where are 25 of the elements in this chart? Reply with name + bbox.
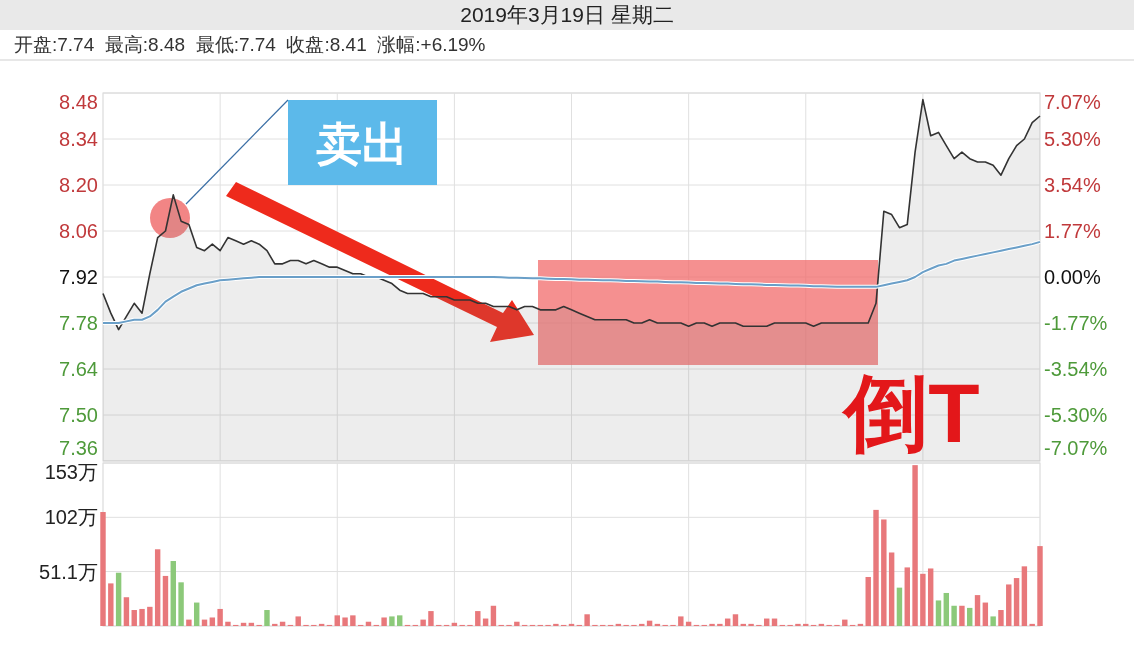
y-tick-label: 8.48 [59,91,98,113]
y2-tick-label: 3.54% [1044,173,1101,196]
annotation: 卖出 [316,118,408,170]
y2-tick-label: -5.30% [1044,403,1108,426]
y-tick-label: 8.06 [59,220,98,242]
y2-tick-label: -1.77% [1044,312,1108,335]
y-tick-label: 8.34 [59,128,98,150]
y-tick-label: 8.20 [59,174,98,196]
y-tick-label: 7.36 [59,437,98,459]
y-tick-label: 51.1万 [39,560,98,583]
y-tick-label: 7.78 [59,312,98,334]
chart-title: 2019年3月19日 星期二 [460,3,674,26]
annotation: 倒T [841,366,980,460]
y-tick-label: 7.50 [59,404,98,426]
y-tick-label: 7.92 [59,266,98,288]
y2-tick-label: -3.54% [1044,358,1108,381]
y2-tick-label: 0.00% [1044,266,1101,288]
y2-tick-label: 5.30% [1044,128,1101,151]
y2-tick-label: -7.07% [1044,437,1108,459]
y-tick-label: 153万 [44,461,98,483]
y2-tick-label: 1.77% [1044,219,1101,242]
y-tick-label: 7.64 [59,358,98,380]
chart-subtitle: 开盘:7.74 最高:8.48 最低:7.74 收盘:8.41 涨幅:+6.19% [14,34,486,55]
y2-tick-label: 7.07% [1044,91,1101,113]
y-tick-label: 102万 [44,506,98,529]
